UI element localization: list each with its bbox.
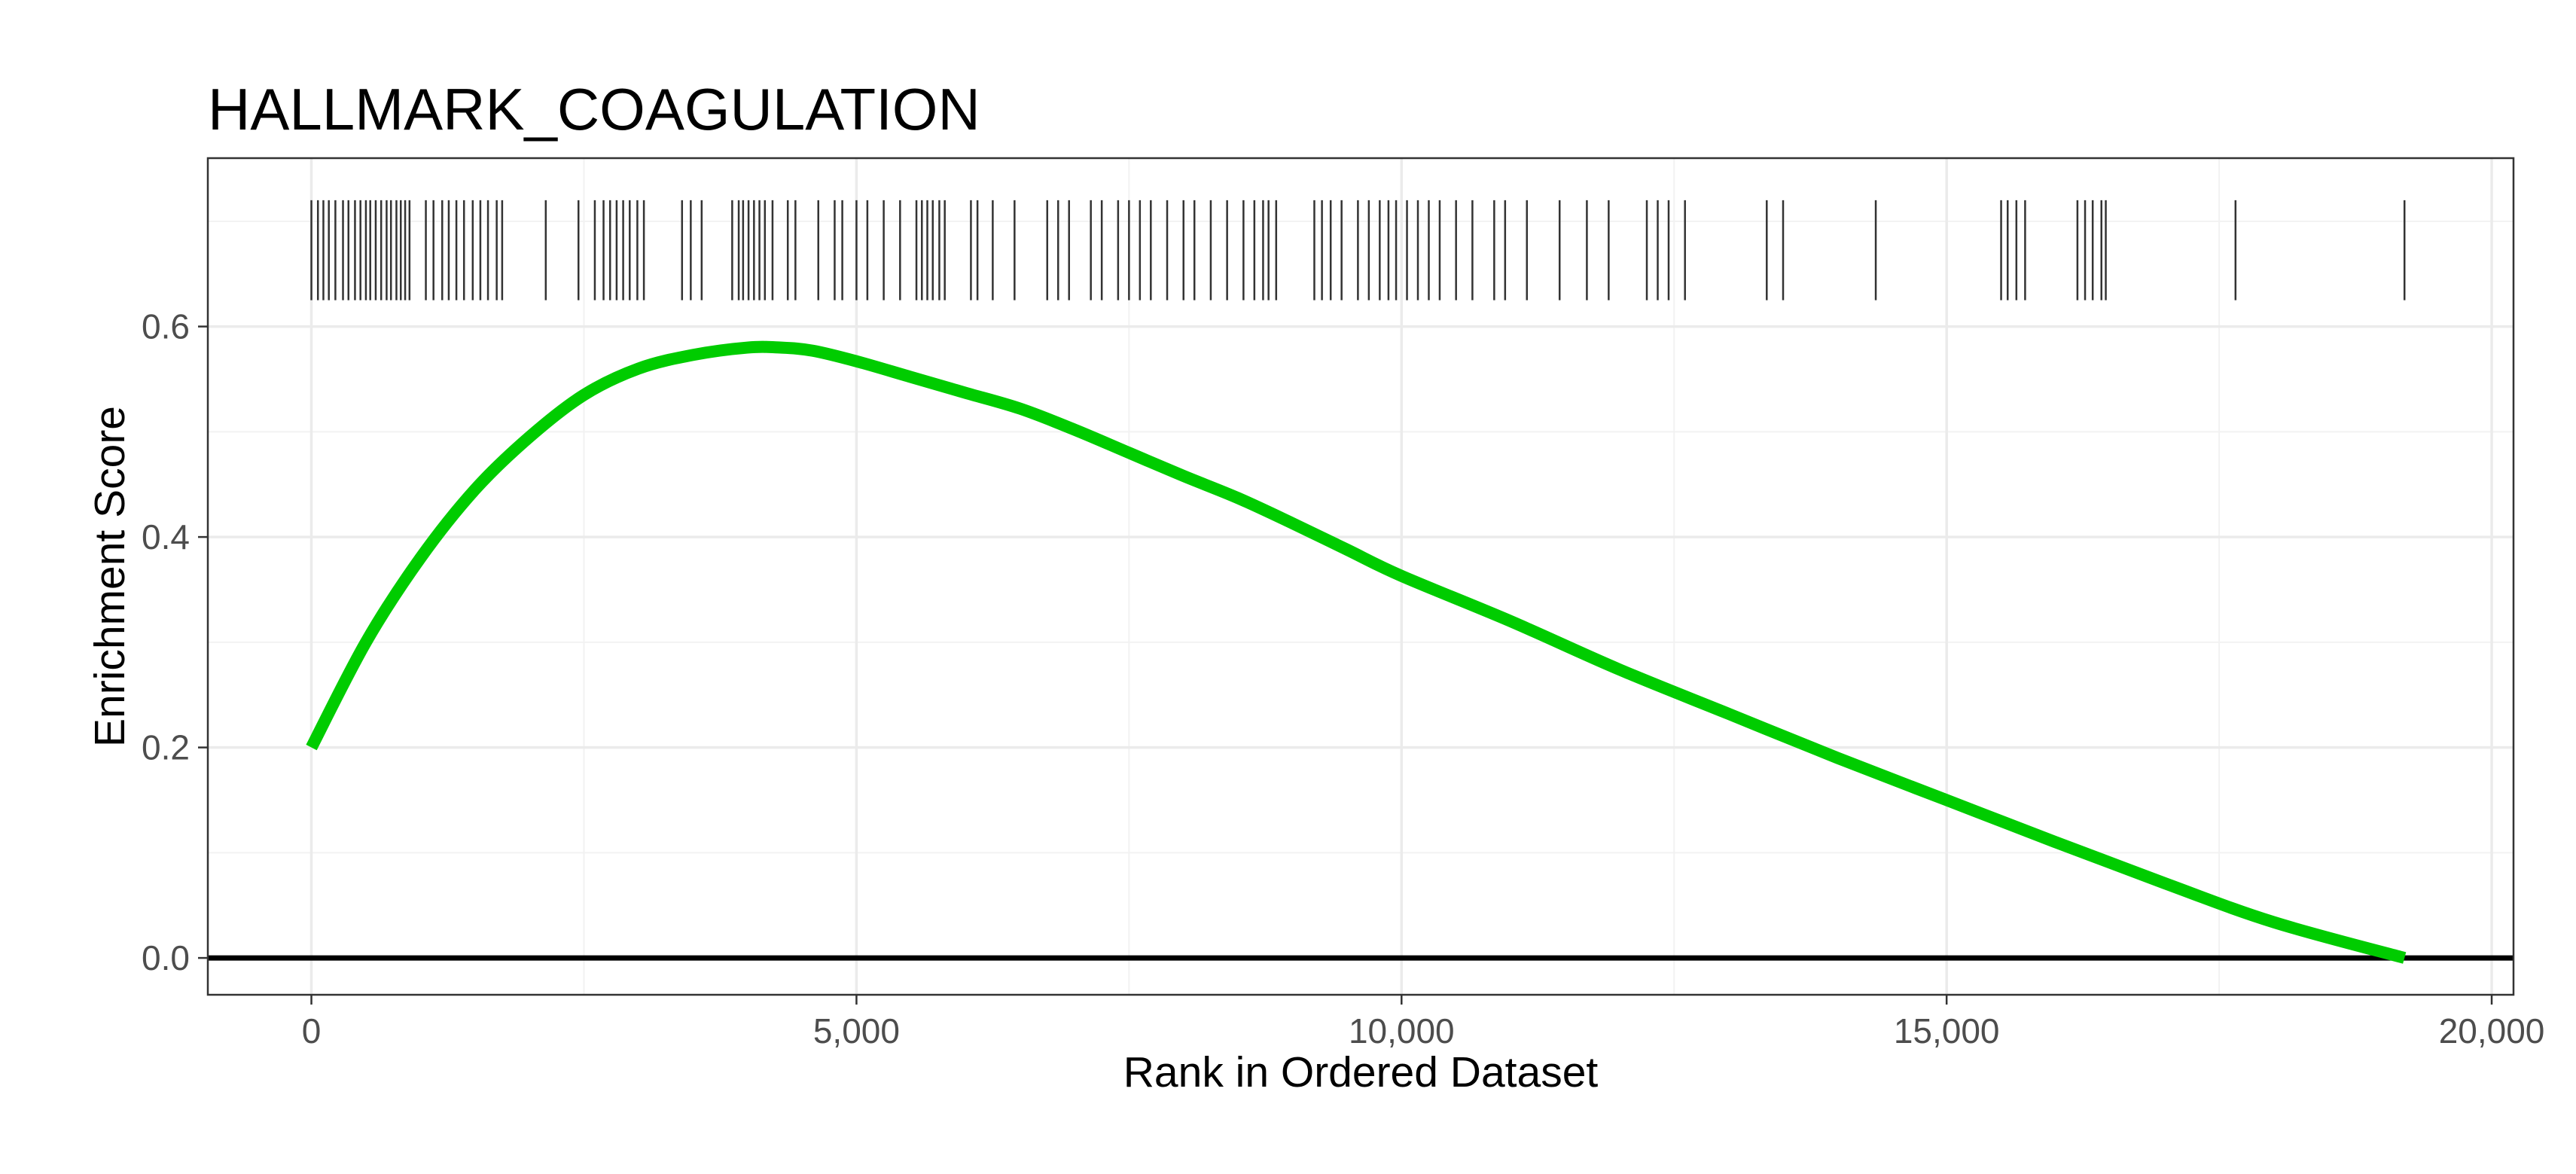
x-tick-label: 5,000 bbox=[813, 1011, 900, 1051]
x-tick-label: 15,000 bbox=[1894, 1011, 2000, 1051]
plot-panel-border bbox=[206, 157, 2515, 996]
x-tick-label: 10,000 bbox=[1349, 1011, 1455, 1051]
enrichment-series bbox=[306, 340, 2407, 964]
gene-hit-marks bbox=[310, 200, 2406, 300]
chart-title: HALLMARK_COAGULATION bbox=[208, 76, 980, 142]
x-tick-label: 0 bbox=[302, 1011, 322, 1051]
y-tick-label: 0.2 bbox=[142, 728, 190, 767]
y-axis-title: Enrichment Score bbox=[86, 406, 134, 747]
minor-grid bbox=[208, 158, 2514, 995]
x-axis-ticks: 0 5,000 10,000 15,000 20,000 bbox=[302, 995, 2545, 1051]
y-tick-label: 0.0 bbox=[142, 938, 190, 977]
y-tick-label: 0.4 bbox=[142, 517, 190, 557]
x-axis-title: Rank in Ordered Dataset bbox=[1123, 1048, 1599, 1096]
major-grid bbox=[208, 158, 2514, 995]
y-tick-label: 0.6 bbox=[142, 307, 190, 346]
x-tick-label: 20,000 bbox=[2439, 1011, 2545, 1051]
y-axis-ticks: 0.0 0.2 0.4 0.6 bbox=[142, 307, 208, 977]
enrichment-score-line bbox=[306, 340, 2407, 964]
